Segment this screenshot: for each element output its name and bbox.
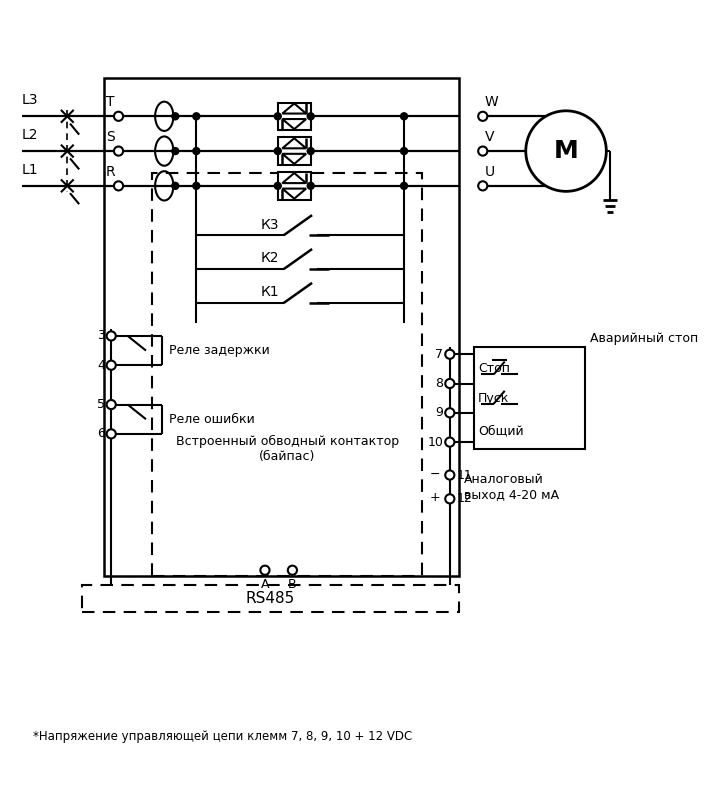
Circle shape: [193, 113, 200, 120]
Text: 9: 9: [436, 406, 443, 419]
Text: R: R: [105, 165, 115, 178]
Text: Пуск: Пуск: [478, 392, 510, 405]
Text: Реле ошибки: Реле ошибки: [169, 413, 255, 426]
Text: Реле задержки: Реле задержки: [169, 344, 269, 357]
Text: 8: 8: [436, 377, 443, 390]
Circle shape: [401, 147, 407, 154]
Text: Аварийный стоп: Аварийный стоп: [590, 332, 698, 345]
Circle shape: [308, 182, 314, 190]
Text: V: V: [484, 130, 494, 144]
Circle shape: [274, 147, 281, 154]
Text: U: U: [484, 165, 495, 178]
Text: 5: 5: [97, 398, 105, 411]
Text: −: −: [430, 468, 440, 481]
Text: M: M: [554, 139, 578, 163]
Circle shape: [114, 112, 123, 121]
Text: 11: 11: [457, 469, 473, 482]
Text: L2: L2: [21, 128, 38, 142]
Circle shape: [193, 147, 200, 154]
Circle shape: [445, 494, 455, 503]
Circle shape: [172, 182, 179, 190]
Bar: [104, 78, 459, 576]
Circle shape: [478, 112, 487, 121]
Circle shape: [401, 113, 407, 120]
Text: B: B: [288, 578, 297, 590]
Bar: [278, 138, 310, 165]
Circle shape: [478, 182, 487, 190]
Bar: [153, 173, 422, 576]
Text: 4: 4: [97, 358, 105, 372]
Circle shape: [478, 146, 487, 156]
Text: Стоп: Стоп: [478, 362, 510, 375]
Circle shape: [526, 111, 607, 191]
Text: *Напряжение управляющей цепи клемм 7, 8, 9, 10 + 12 VDC: *Напряжение управляющей цепи клемм 7, 8,…: [33, 730, 413, 743]
Text: К3: К3: [261, 218, 279, 232]
Text: A: A: [261, 578, 269, 590]
Text: 12: 12: [457, 492, 473, 506]
Circle shape: [114, 182, 123, 190]
Text: T: T: [106, 95, 115, 109]
Circle shape: [193, 182, 200, 190]
Text: Встроенный обводный контактор
(байпас): Встроенный обводный контактор (байпас): [176, 434, 399, 462]
Text: RS485: RS485: [246, 591, 295, 606]
Circle shape: [107, 430, 116, 438]
Bar: [82, 585, 459, 612]
Circle shape: [107, 361, 116, 370]
Circle shape: [308, 113, 314, 120]
Text: Общий: Общий: [478, 425, 524, 438]
Circle shape: [445, 350, 455, 359]
Circle shape: [445, 379, 455, 388]
Bar: [474, 347, 585, 450]
Text: L3: L3: [21, 93, 38, 107]
Circle shape: [445, 408, 455, 418]
Circle shape: [260, 566, 269, 574]
Text: К2: К2: [261, 251, 279, 266]
Circle shape: [274, 113, 281, 120]
Circle shape: [172, 147, 179, 154]
Bar: [278, 172, 310, 199]
Circle shape: [445, 470, 455, 480]
Text: L1: L1: [21, 162, 38, 177]
Circle shape: [114, 146, 123, 156]
Text: К1: К1: [260, 286, 279, 299]
Circle shape: [288, 566, 297, 574]
Text: 6: 6: [97, 427, 105, 440]
Circle shape: [308, 147, 314, 154]
Text: 10: 10: [428, 435, 443, 449]
Text: Аналоговый
выход 4-20 мА: Аналоговый выход 4-20 мА: [464, 473, 559, 501]
Circle shape: [445, 438, 455, 446]
Text: W: W: [484, 95, 498, 109]
Circle shape: [107, 400, 116, 409]
Text: S: S: [106, 130, 115, 144]
Circle shape: [401, 182, 407, 190]
Text: 3: 3: [97, 330, 105, 342]
Circle shape: [172, 113, 179, 120]
Text: 7: 7: [436, 348, 443, 361]
Circle shape: [107, 331, 116, 341]
Text: +: +: [430, 491, 440, 505]
Bar: [278, 102, 310, 130]
Circle shape: [274, 182, 281, 190]
